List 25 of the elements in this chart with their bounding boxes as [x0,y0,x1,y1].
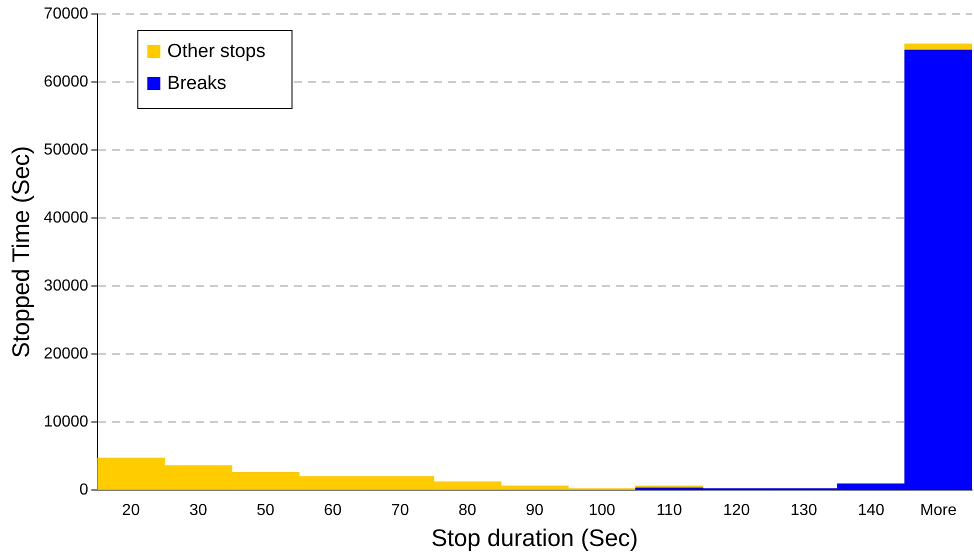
x-tick-label: 130 [790,502,818,520]
x-tick-label: 20 [122,502,140,520]
y-tick-label: 60000 [44,73,88,90]
y-tick-label: 50000 [44,141,88,158]
y-tick-label: 0 [79,481,88,498]
x-tick-label: 120 [723,502,750,520]
y-tick-label: 70000 [44,5,88,22]
x-tick-label: 100 [588,502,616,520]
y-tick-label: 40000 [44,209,88,226]
x-tick-label: 30 [189,502,208,520]
y-tick-label: 30000 [44,277,88,294]
legend-label: Breaks [167,73,226,94]
x-axis-title: Stop duration (Sec) [431,525,638,552]
x-tick-label: 60 [324,502,342,520]
x-tick-label: 80 [458,502,476,520]
x-tick-label: 70 [391,502,410,520]
x-tick-label: 140 [858,502,885,520]
x-tick-label: More [920,502,957,520]
legend-label: Other stops [167,41,266,62]
y-axis-title: Stopped Time (Sec) [8,146,36,358]
x-tick-label: 50 [256,502,275,520]
y-tick-label: 20000 [44,345,88,362]
y-tick-label: 10000 [44,413,88,430]
x-tick-label: 90 [526,502,544,520]
x-tick-label: 110 [656,502,682,520]
